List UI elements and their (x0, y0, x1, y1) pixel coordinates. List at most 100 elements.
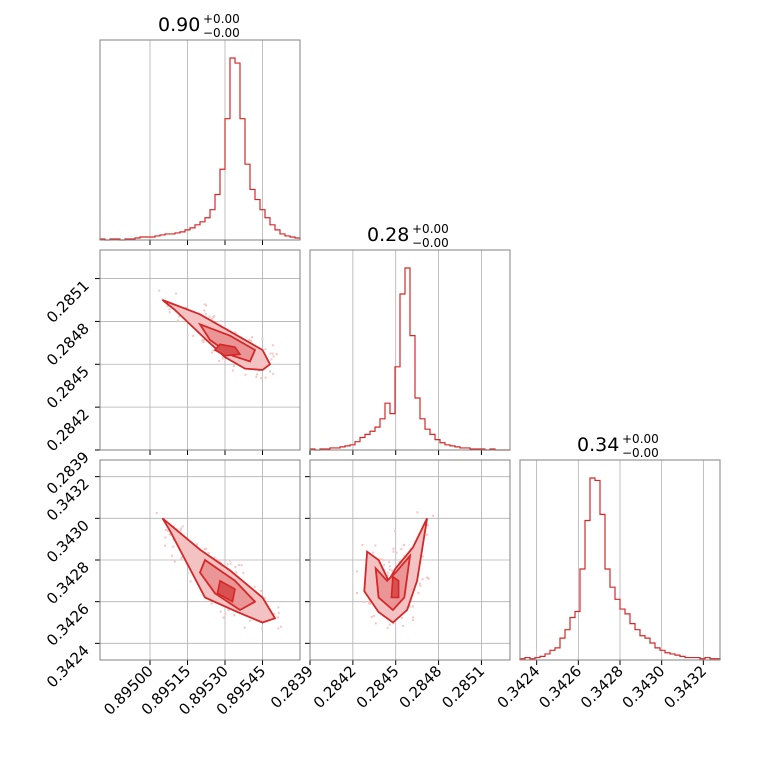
pair-p0-p1-scatter-89 (186, 334, 189, 337)
pair-p1-p2-scatter-82 (432, 514, 435, 517)
pair-p0-p1-scatter-93 (168, 311, 171, 314)
pair-p0-p1-scatter-67 (212, 349, 215, 352)
pair-p1-p2-scatter-138 (380, 558, 383, 561)
pair-p0-p2-scatter-68 (196, 543, 199, 546)
pair-p0-p1-scatter-73 (161, 298, 164, 301)
pair-p1-p2-scatter-126 (427, 577, 430, 580)
pair-p0-p1-contour-inner (213, 343, 242, 357)
title-p2-upper: +0.00 (622, 432, 659, 446)
pair-p1-p2-scatter-122 (402, 624, 405, 627)
ytick-label-p1-2: 0.2845 (43, 362, 93, 412)
ytick-label-p1-1: 0.2842 (43, 405, 93, 455)
pair-p0-p2-scatter-23 (260, 589, 263, 592)
pair-p0-p2-scatter-80 (173, 560, 176, 563)
pair-p0-p1-scatter-133 (270, 358, 273, 361)
title-p1-lower: −0.00 (412, 236, 449, 250)
pair-p0-p1-scatter-69 (264, 348, 267, 351)
pair-p0-p1-scatter-138 (218, 359, 221, 362)
title-p2-value: 0.34 (577, 434, 619, 456)
pair-p0-p2-scatter-42 (280, 625, 283, 628)
pair-p1-p2-scatter-5 (419, 584, 422, 587)
pair-p0-p1-scatter-36 (166, 305, 169, 308)
pair-p0-p2-scatter-3 (229, 559, 232, 562)
pair-p0-p2-scatter-41 (277, 606, 280, 609)
pair-p0-p1-scatter-51 (178, 315, 181, 318)
hist-p0-frame (99, 39, 301, 241)
pair-p0-p1-scatter-114 (257, 369, 260, 372)
pair-p0-p2-scatter-90 (253, 585, 256, 588)
pair-p0-p1-scatter-31 (255, 375, 258, 378)
hist-p0-step (99, 57, 301, 241)
pair-p0-p1-scatter-61 (269, 352, 272, 355)
pair-p0-p1-scatter-18 (219, 320, 222, 323)
pair-p0-p1-frame (99, 249, 301, 451)
pair-p1-p2-scatter-137 (361, 544, 364, 547)
title-p0-upper: +0.00 (203, 12, 240, 26)
pair-p0-p1-scatter-111 (268, 370, 271, 373)
ytick-label-p2-3: 0.3430 (43, 516, 93, 566)
xtick-label-p1-2: 0.2845 (353, 662, 403, 712)
pair-p0-p1-scatter-106 (234, 331, 237, 334)
pair-p1-p2-scatter-61 (369, 602, 372, 605)
pair-p0-p2-scatter-109 (218, 560, 221, 563)
pair-p1-p2-scatter-14 (395, 551, 398, 554)
pair-p0-p2-scatter-115 (186, 572, 189, 575)
ytick-label-p2-2: 0.3428 (43, 558, 93, 608)
pair-p1-p2-scatter-56 (403, 555, 406, 558)
pair-p0-p2-scatter-108 (226, 563, 229, 566)
pair-p1-p2-scatter-115 (379, 558, 382, 561)
pair-p0-p2-scatter-139 (215, 558, 218, 561)
pair-p0-p2-scatter-48 (273, 612, 276, 615)
pair-p1-p2-scatter-78 (411, 619, 414, 622)
pair-p0-p2-scatter-62 (227, 609, 230, 612)
pair-p1-p2-scatter-98 (408, 605, 411, 608)
pair-p0-p1-scatter-53 (271, 352, 274, 355)
pair-p0-p2-frame (99, 459, 301, 661)
pair-p0-p1-scatter-118 (231, 369, 234, 372)
xtick-label-p2-4: 0.3432 (660, 662, 710, 712)
pair-p0-p2-scatter-16 (222, 616, 225, 619)
pair-p1-p2-scatter-107 (392, 622, 395, 625)
hist-p2-frame (519, 459, 721, 661)
title-p2-lower: −0.00 (622, 446, 659, 460)
pair-p1-p2-scatter-15 (412, 616, 415, 619)
pair-p0-p2-scatter-114 (240, 564, 243, 567)
pair-p0-p2-scatter-7 (260, 627, 263, 630)
pair-p0-p2-scatter-39 (164, 528, 167, 531)
xtick-label-p2-0: 0.3424 (494, 662, 544, 712)
pair-p0-p1-scatter-74 (203, 309, 206, 312)
pair-p1-p2-frame (309, 459, 511, 661)
pair-p0-p1-scatter-108 (212, 316, 215, 319)
pair-p0-p1-scatter-56 (260, 377, 263, 380)
pair-p1-p2-scatter-99 (388, 560, 391, 563)
pair-p0-p2-scatter-136 (179, 529, 182, 532)
pair-p1-p2-scatter-55 (374, 544, 377, 547)
pair-p0-p2-scatter-76 (243, 626, 246, 629)
pair-p0-p1-scatter-17 (244, 373, 247, 376)
pair-p0-p2-scatter-138 (249, 619, 252, 622)
pair-p0-p1-scatter-4 (175, 292, 178, 295)
pair-p0-p2-scatter-103 (207, 551, 210, 554)
pair-p1-p2-scatter-132 (386, 571, 389, 574)
pair-p1-p2-scatter-7 (417, 592, 420, 595)
title-p1-value: 0.28 (367, 224, 409, 246)
pair-p0-p1-scatter-65 (272, 355, 275, 358)
pair-p1-p2-scatter-120 (425, 533, 428, 536)
pair-p0-p1-scatter-63 (250, 336, 253, 339)
pair-p0-p2-scatter-84 (234, 566, 237, 569)
pair-p0-p2-scatter-17 (168, 533, 171, 536)
pair-p1-p2-scatter-105 (355, 591, 358, 594)
pair-p0-p1-scatter-121 (203, 303, 206, 306)
pair-p0-p2-scatter-133 (233, 614, 236, 617)
pair-p0-p2-scatter-5 (155, 512, 158, 515)
pair-p1-p2-scatter-48 (425, 576, 428, 579)
pair-p0-p1-scatter-25 (261, 337, 264, 340)
pair-p0-p1-bg (100, 250, 300, 450)
pair-p1-p2-scatter-28 (398, 561, 401, 564)
pair-p0-p1-scatter-127 (205, 304, 208, 307)
pair-p0-p2-scatter-4 (277, 616, 280, 619)
pair-p0-p2-scatter-10 (277, 611, 280, 614)
pair-p1-p2-scatter-63 (372, 614, 375, 617)
title-p2: 0.34 +0.00 −0.00 (577, 432, 659, 460)
xtick-label-p2-2: 0.3428 (577, 662, 627, 712)
